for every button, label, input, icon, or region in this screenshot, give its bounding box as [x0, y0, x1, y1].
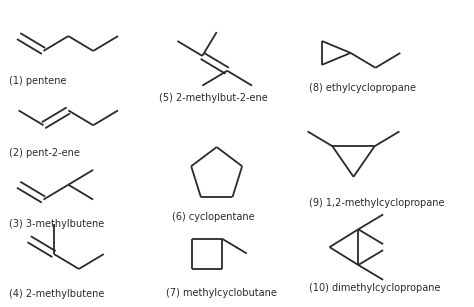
Text: (10) dimethylcyclopropane: (10) dimethylcyclopropane: [310, 283, 441, 293]
Text: (9) 1,2-methylcyclopropane: (9) 1,2-methylcyclopropane: [310, 198, 445, 208]
Text: (7) methylcyclobutane: (7) methylcyclobutane: [166, 288, 277, 298]
Text: (1) pentene: (1) pentene: [9, 76, 66, 86]
Text: (4) 2-methylbutene: (4) 2-methylbutene: [9, 289, 104, 299]
Text: (8) ethylcyclopropane: (8) ethylcyclopropane: [310, 83, 417, 93]
Text: (6) cyclopentane: (6) cyclopentane: [172, 212, 255, 223]
Text: (3) 3-methylbutene: (3) 3-methylbutene: [9, 220, 104, 229]
Text: (5) 2-methylbut-2-ene: (5) 2-methylbut-2-ene: [159, 92, 268, 103]
Text: (2) pent-2-ene: (2) pent-2-ene: [9, 148, 80, 158]
